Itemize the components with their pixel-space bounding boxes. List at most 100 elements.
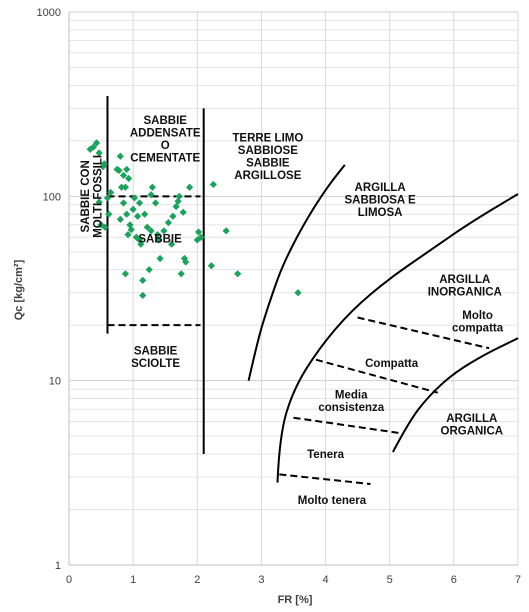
data-point (222, 227, 230, 235)
data-point (172, 202, 180, 211)
data-point (123, 165, 131, 173)
zone-label-line: compatta (452, 323, 504, 335)
data-point (147, 227, 155, 235)
zone-label: Tenera (307, 449, 344, 461)
x-tick-label: 5 (387, 574, 393, 586)
y-tick-label: 10 (49, 376, 61, 388)
data-point (234, 270, 242, 278)
data-point (139, 291, 147, 300)
zone-label-line: SABBIE (143, 115, 187, 127)
data-point (117, 183, 126, 191)
zone-label-line: ARGILLA (355, 182, 406, 194)
boundary-curve (392, 337, 519, 453)
data-point (129, 205, 137, 213)
zone-label: SABBIE SCIOLTE (131, 345, 180, 370)
data-point (145, 266, 153, 274)
data-point (207, 262, 215, 270)
data-point (119, 171, 128, 179)
zone-label-line: ARGILLA (446, 413, 497, 425)
data-points (86, 139, 302, 300)
x-tick-label: 1 (130, 574, 136, 586)
data-point (100, 160, 108, 168)
x-tick-label: 2 (194, 574, 200, 586)
zone-label-line: ARGILLA (439, 274, 490, 286)
zone-label-line: SABBIE (246, 157, 290, 169)
y-axis-label: Qc [kg/cm²] (13, 259, 25, 320)
zone-label-line: SABBIE CON (80, 160, 92, 232)
zone-label-line: SABBIOSA E (345, 195, 416, 207)
zone-label-line: Media (335, 389, 368, 401)
data-point (139, 276, 147, 284)
x-tick-label: 3 (258, 574, 264, 586)
data-point (123, 210, 131, 218)
boundary-curve (247, 164, 346, 381)
data-point (135, 199, 144, 207)
data-point (169, 212, 177, 220)
boundary-curve (315, 358, 439, 394)
data-point (86, 145, 94, 153)
data-point (194, 228, 203, 236)
grid-lines (68, 11, 519, 566)
data-point (182, 258, 190, 266)
zone-label-line: INORGANICA (428, 286, 502, 298)
data-point (127, 225, 135, 234)
zone-label-line: LIMOSA (358, 207, 403, 219)
boundary-curve (293, 416, 400, 434)
zone-label-line: Molto tenera (298, 495, 367, 507)
data-point (124, 231, 132, 239)
zone-label-line: SABBIOSE (238, 145, 298, 157)
zone-label: Media consistenza (318, 389, 384, 414)
zone-label-line: O (161, 140, 170, 152)
data-point (137, 240, 145, 248)
data-point (179, 208, 187, 216)
data-point (121, 183, 130, 191)
data-point (101, 223, 109, 231)
data-point (116, 215, 124, 223)
x-tick-label: 7 (515, 574, 521, 586)
data-point (125, 174, 133, 183)
data-point (105, 210, 113, 218)
data-point (95, 149, 103, 157)
zone-label-line: CEMENTATE (130, 153, 200, 165)
boundary-curve (279, 473, 371, 485)
zone-label-line: Compatta (365, 358, 419, 370)
data-point (89, 143, 97, 151)
x-tick-label: 0 (66, 574, 72, 586)
data-point (155, 236, 163, 244)
x-axis-label: FR [%] (278, 594, 313, 606)
data-point (197, 233, 205, 241)
data-point (164, 219, 173, 227)
zone-label: SABBIE (138, 234, 182, 246)
data-point (103, 194, 112, 202)
data-point (151, 199, 160, 207)
zone-label-line: consistenza (318, 402, 384, 414)
data-point (115, 166, 123, 175)
zone-label: ARGILLA INORGANICA (428, 274, 502, 299)
data-point (148, 183, 156, 191)
zone-label-line: SABBIE (138, 234, 182, 246)
zone-label-line: ORGANICA (441, 426, 504, 438)
zone-label-line: Tenera (307, 449, 344, 461)
data-point (119, 199, 128, 207)
zone-label-line: TERRE LIMO (232, 132, 303, 144)
plot-axes (68, 12, 518, 566)
data-point (156, 254, 164, 263)
data-point (95, 198, 103, 206)
data-point (143, 223, 151, 231)
y-tick-label: 1 (55, 560, 61, 572)
data-point (175, 192, 183, 200)
x-tick-label: 4 (323, 574, 329, 586)
data-point (168, 240, 176, 248)
zone-label: SABBIE ADDENSATE O CEMENTATE (130, 115, 201, 164)
zone-label-line: ADDENSATE (130, 128, 201, 140)
x-tick-label: 6 (451, 574, 457, 586)
data-point (116, 152, 124, 160)
zone-label-line: SABBIE (134, 345, 178, 357)
y-tick-label: 1000 (37, 7, 61, 19)
zone-label: SABBIE CONMOLTI FOSSILI (80, 155, 105, 238)
y-tick-label: 100 (43, 191, 61, 203)
zone-boundaries (106, 96, 519, 485)
